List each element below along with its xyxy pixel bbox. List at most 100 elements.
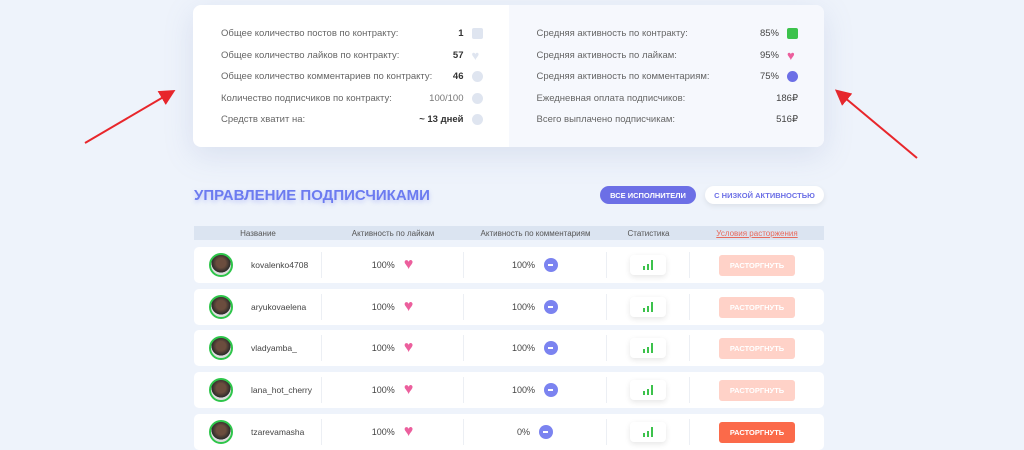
- likes-cell: 100% ♥: [322, 294, 464, 320]
- action-cell: РАСТОРГНУТЬ: [690, 294, 824, 320]
- summary-label: Средняя активность по лайкам:: [536, 49, 677, 61]
- comment-icon: [539, 425, 553, 439]
- terminate-button[interactable]: РАСТОРГНУТЬ: [719, 379, 795, 401]
- likes-activity: 100%: [371, 260, 395, 270]
- statistics-button[interactable]: [630, 338, 666, 358]
- summary-label: Всего выплачено подписчикам:: [536, 114, 676, 126]
- subscriber-name[interactable]: tzarevamasha: [251, 427, 305, 437]
- summary-value: 186₽: [776, 92, 798, 104]
- action-cell: РАСТОРГНУТЬ: [690, 377, 824, 403]
- subscriber-name[interactable]: lana_hot_cherry: [251, 385, 312, 395]
- terminate-button[interactable]: РАСТОРГНУТЬ: [719, 296, 795, 318]
- summary-right: Средняя активность по контракту: 85% Средн…: [508, 5, 824, 147]
- summary-row: Количество подписчиков по контракту: 100/…: [221, 88, 483, 110]
- comments-cell: 100%: [464, 252, 607, 278]
- clock-icon: [471, 114, 483, 126]
- terminate-button[interactable]: РАСТОРГНУТЬ: [719, 421, 795, 443]
- terminate-button[interactable]: РАСТОРГНУТЬ: [719, 337, 795, 359]
- comments-activity: 100%: [511, 260, 536, 270]
- summary-value: 1: [458, 28, 464, 40]
- likes-activity: 100%: [371, 302, 395, 312]
- statistics-button[interactable]: [630, 255, 666, 275]
- heart-icon: ♥: [471, 47, 480, 63]
- stats-cell: [607, 419, 690, 445]
- summary-row: Средств хватит на: ~ 13 дней: [221, 109, 483, 131]
- comments-cell: 100%: [464, 335, 607, 361]
- summary-label: Средств хватит на:: [221, 114, 306, 126]
- comments-activity: 100%: [511, 343, 536, 353]
- statistics-button[interactable]: [630, 380, 666, 400]
- subscriber-name[interactable]: aryukovaelena: [251, 302, 307, 312]
- summary-label: Средняя активность по комментариям:: [536, 71, 710, 83]
- summary-value: 100/100: [429, 92, 464, 104]
- heart-icon: ♥: [403, 298, 414, 315]
- likes-cell: 100% ♥: [322, 252, 464, 278]
- comment-icon: [544, 300, 559, 314]
- likes-cell: 100% ♥: [322, 335, 464, 361]
- heart-icon: ♥: [787, 47, 795, 63]
- avatar: [209, 295, 233, 319]
- section-title: УПРАВЛЕНИЕ ПОДПИСЧИКАМИ: [194, 187, 430, 204]
- table-row: kovalenko4708 100% ♥ 100% РАСТОРГНУТЬ: [194, 247, 824, 283]
- summary-label: Количество подписчиков по контракту:: [221, 92, 392, 104]
- stats-cell: [607, 335, 690, 361]
- summary-value: 516₽: [776, 114, 798, 126]
- comment-icon: [544, 341, 559, 355]
- likes-activity: 100%: [371, 427, 395, 437]
- comment-icon: [787, 71, 798, 83]
- filter-low-activity-button[interactable]: С НИЗКОЙ АКТИВНОСТЬЮ: [705, 186, 824, 204]
- subscriber-cell: vladyamba_: [194, 335, 322, 361]
- chart-up-icon: [650, 427, 654, 437]
- summary-value: 85%: [759, 28, 779, 40]
- summary-label: Общее количество постов по контракту:: [221, 28, 399, 40]
- chart-up-icon: [650, 302, 654, 312]
- comments-cell: 100%: [464, 294, 607, 320]
- statistics-button[interactable]: [630, 422, 666, 442]
- subscriber-cell: tzarevamasha: [194, 419, 322, 445]
- subscriber-cell: lana_hot_cherry: [194, 377, 322, 403]
- heart-icon: ♥: [403, 339, 414, 356]
- red-arrow-left: [84, 89, 176, 144]
- summary-row: Средняя активность по лайкам: 95% ♥: [537, 45, 799, 67]
- header-stats: Статистика: [627, 228, 670, 238]
- likes-activity: 100%: [371, 343, 395, 353]
- subscriber-cell: aryukovaelena: [194, 294, 322, 320]
- likes-activity: 100%: [371, 385, 395, 395]
- likes-cell: 100% ♥: [322, 419, 464, 445]
- heart-icon: ♥: [403, 381, 414, 398]
- summary-row: Ежедневная оплата подписчиков: 186₽: [537, 88, 799, 110]
- summary-row: Общее количество комментариев по контрак…: [221, 66, 483, 88]
- summary-label: Средняя активность по контракту:: [536, 28, 688, 40]
- subscriber-name[interactable]: kovalenko4708: [251, 260, 309, 270]
- filter-all-button[interactable]: ВСЕ ИСПОЛНИТЕЛИ: [600, 186, 696, 204]
- user-icon: [471, 92, 483, 104]
- header-name: Название: [240, 228, 276, 238]
- heart-icon: ♥: [403, 256, 414, 273]
- comments-activity: 100%: [511, 385, 536, 395]
- table-row: tzarevamasha 100% ♥ 0% РАСТОРГНУТЬ: [194, 414, 824, 450]
- comments-activity: 0%: [516, 427, 530, 437]
- summary-value: 57: [452, 49, 464, 61]
- summary-value: 75%: [759, 71, 779, 83]
- statistics-button[interactable]: [630, 297, 666, 317]
- chart-up-icon: [650, 343, 654, 353]
- terminate-button[interactable]: РАСТОРГНУТЬ: [719, 254, 795, 276]
- summary-value: 46: [452, 71, 464, 83]
- termination-terms-link[interactable]: Условия расторжения: [716, 228, 798, 238]
- document-icon: [787, 28, 798, 40]
- likes-cell: 100% ♥: [322, 377, 464, 403]
- summary-value: 95%: [759, 49, 779, 61]
- stats-cell: [607, 377, 690, 403]
- action-cell: РАСТОРГНУТЬ: [690, 252, 824, 278]
- comments-cell: 0%: [464, 419, 607, 445]
- comments-activity: 100%: [511, 302, 536, 312]
- table-header: Название Активность по лайкам Активность…: [194, 226, 824, 240]
- avatar: [209, 253, 233, 277]
- comment-icon: [544, 258, 559, 272]
- summary-label: Общее количество лайков по контракту:: [221, 49, 400, 61]
- action-cell: РАСТОРГНУТЬ: [690, 335, 824, 361]
- chart-up-icon: [650, 260, 654, 270]
- comment-icon: [471, 71, 483, 83]
- red-arrow-right: [834, 89, 918, 159]
- subscriber-name[interactable]: vladyamba_: [251, 343, 297, 353]
